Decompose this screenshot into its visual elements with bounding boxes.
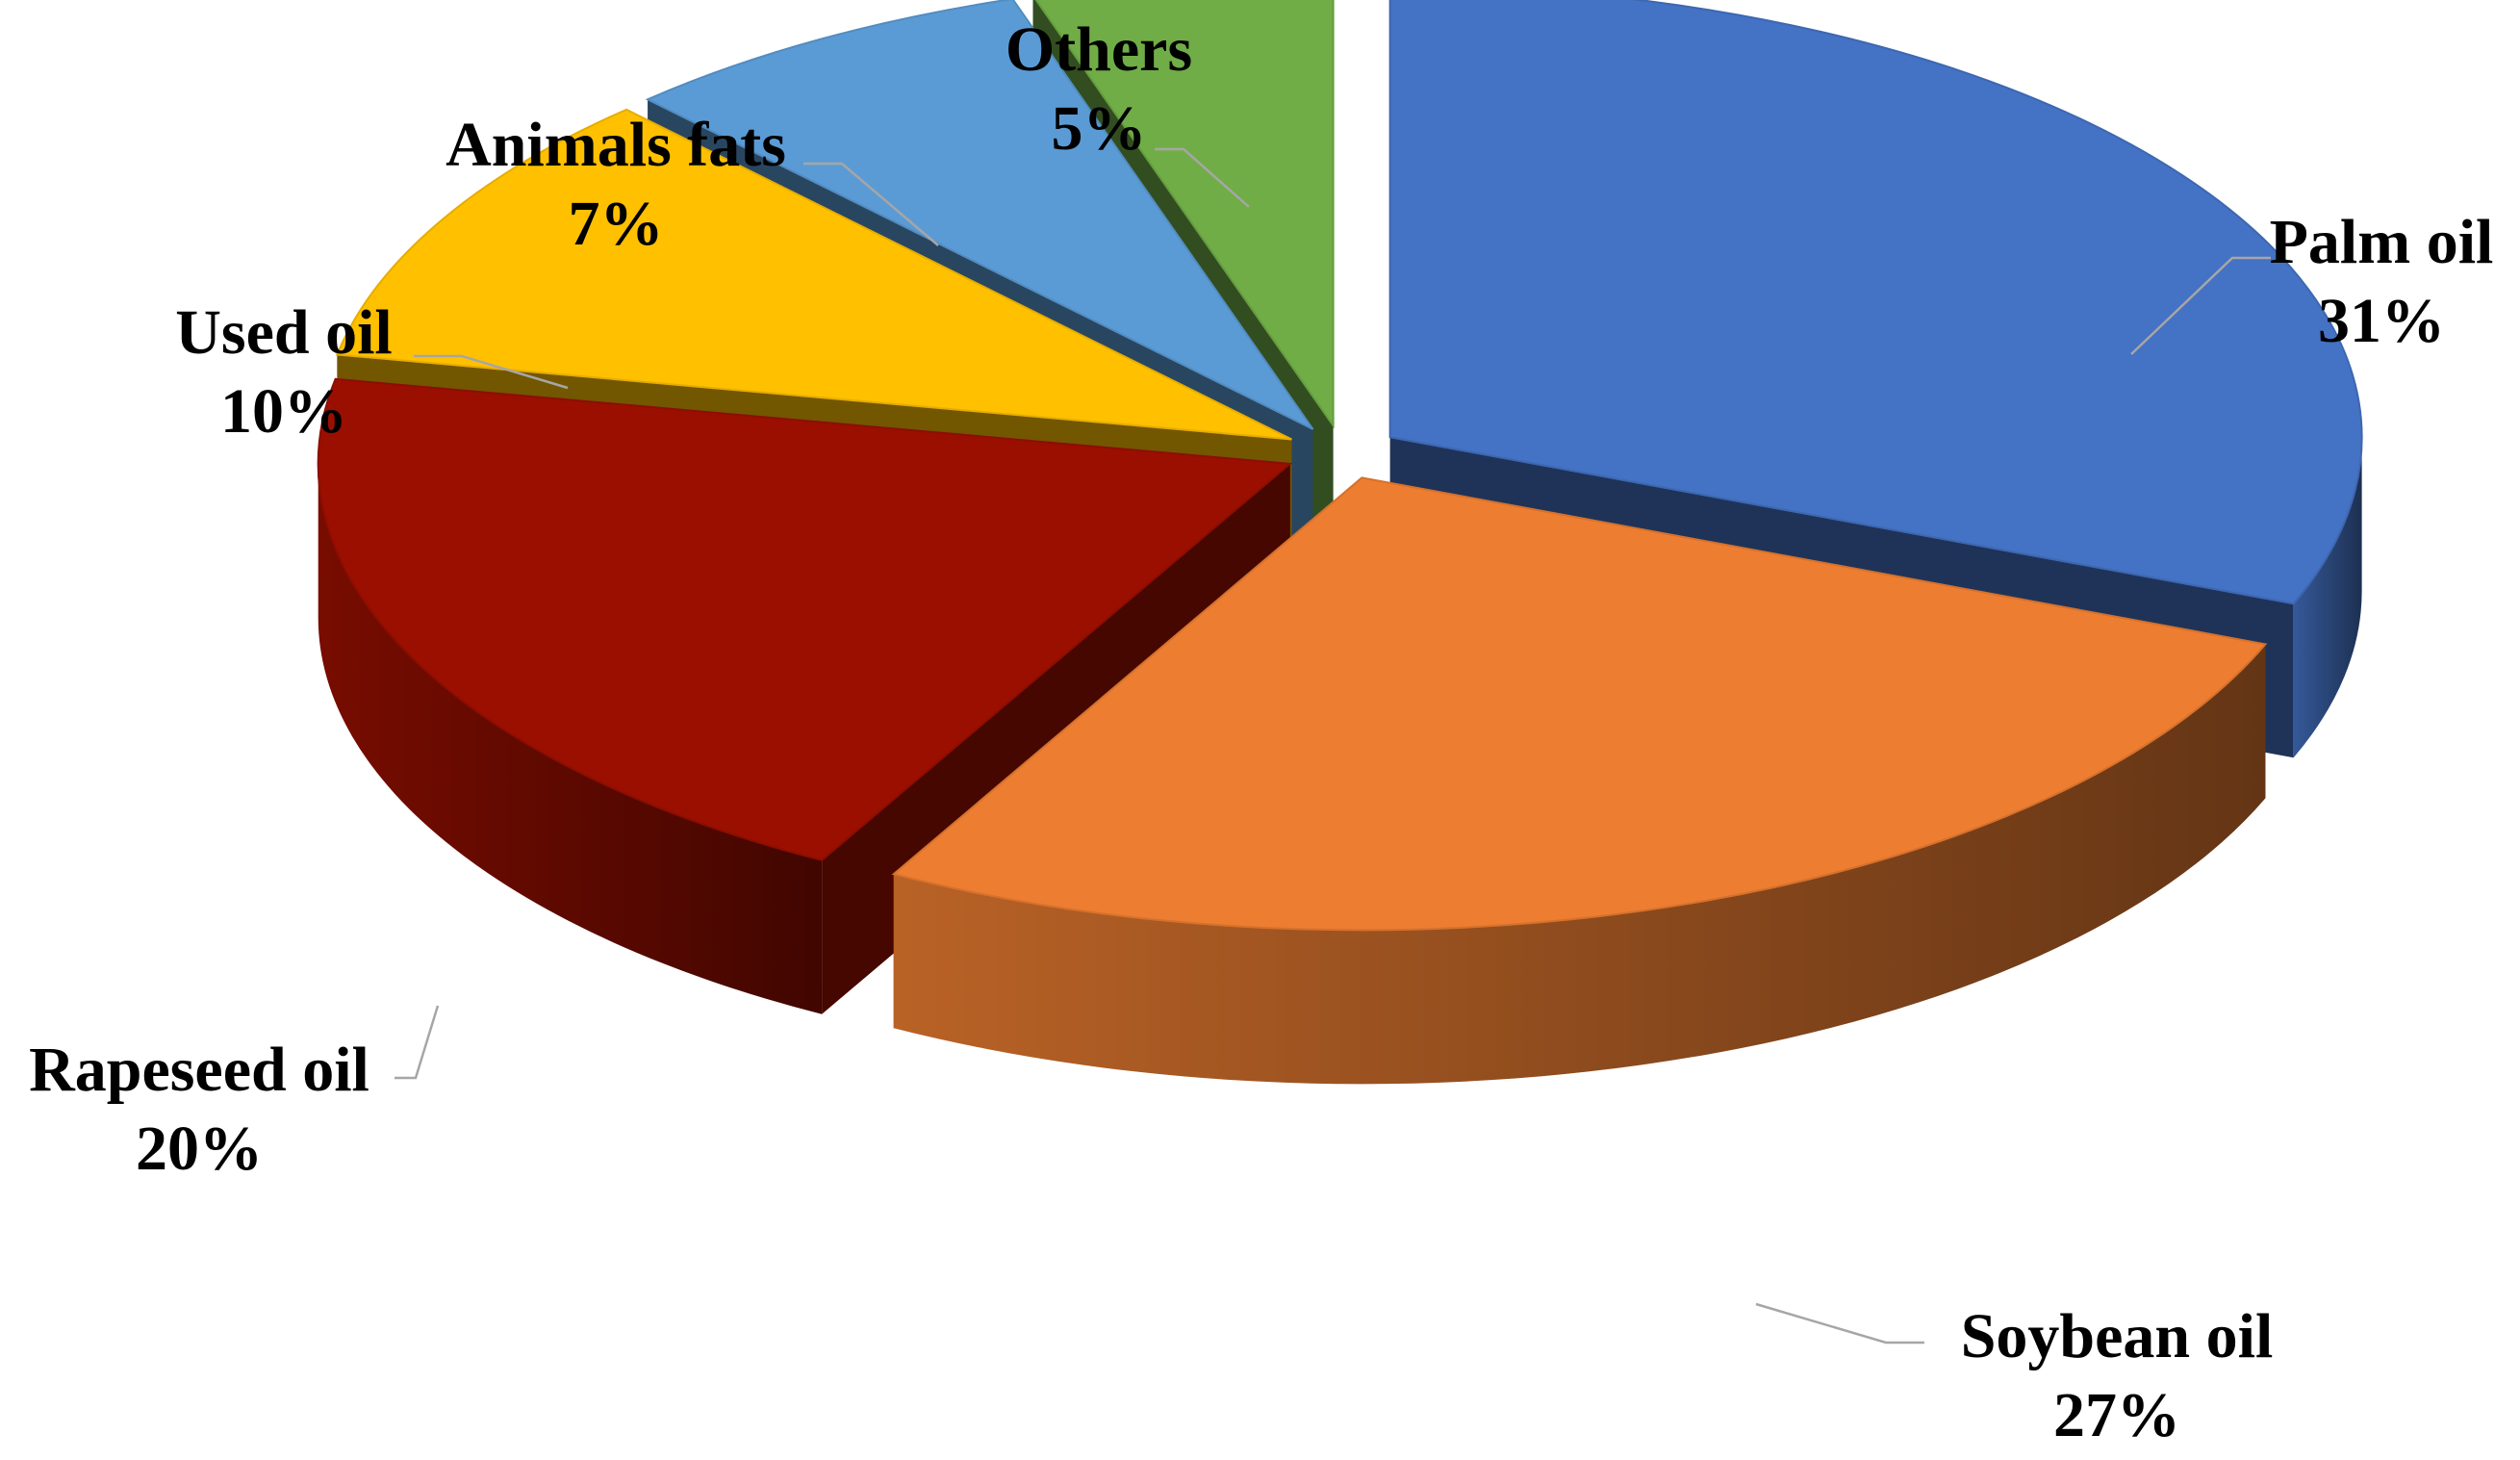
slice-used-oil: [335, 108, 1292, 441]
leader-line-palm-oil: [2130, 256, 2271, 355]
slice-animals-fats: [645, 0, 1314, 430]
label-used-oil: Used oil: [175, 297, 393, 368]
label-palm-oil: Palm oil: [2270, 207, 2494, 277]
slice-wall-palm-oil: [2293, 437, 2362, 758]
value-animals-fats: 7%: [569, 189, 664, 259]
leader-line-animals-fats: [803, 162, 939, 246]
leader-line-used-oil: [414, 354, 569, 390]
slice-tops: [317, 0, 2363, 932]
slice-wall-soybean-oil: [893, 644, 2266, 1085]
leader-line-others: [1155, 147, 1250, 208]
label-leader-lines: [395, 147, 2271, 1345]
slice-others: [1034, 0, 1335, 429]
slice-palm-oil: [1388, 0, 2363, 605]
value-others: 5%: [1052, 93, 1147, 164]
leader-line-rapeseed-oil: [395, 1005, 440, 1080]
value-used-oil: 10%: [220, 376, 347, 447]
slice-rapeseed-oil: [317, 377, 1293, 861]
label-animals-fats: Animals fats: [445, 110, 786, 180]
value-palm-oil: 31%: [2318, 286, 2445, 356]
value-rapeseed-oil: 20%: [136, 1114, 263, 1184]
label-others: Others: [1005, 14, 1192, 85]
slice-wall-rapeseed-oil: [318, 463, 823, 1014]
leader-line-soybean-oil: [1755, 1302, 1924, 1345]
value-soybean-oil: 27%: [2053, 1380, 2180, 1450]
label-rapeseed-oil: Rapeseed oil: [29, 1035, 369, 1105]
label-soybean-oil: Soybean oil: [1961, 1301, 2274, 1371]
slice-soybean-oil: [891, 476, 2268, 932]
